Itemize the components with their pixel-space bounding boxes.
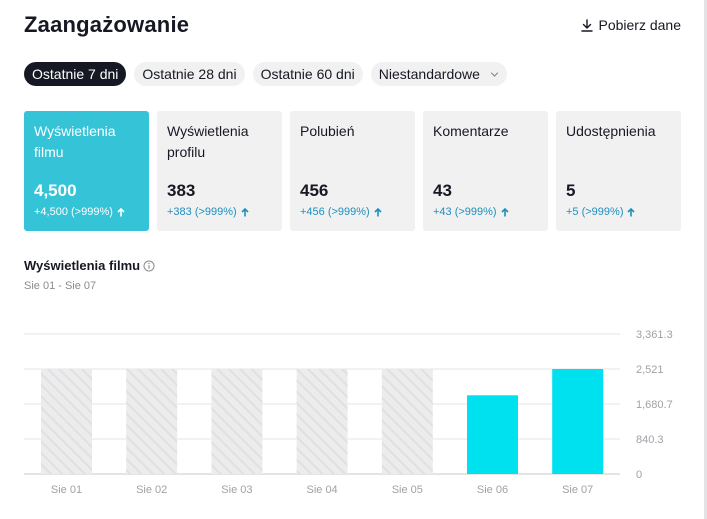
chart-title-text: Wyświetlenia filmu xyxy=(24,258,141,273)
chevron-down-icon xyxy=(490,71,499,77)
tab-label: Niestandardowe xyxy=(378,66,480,82)
card-label: Polubień xyxy=(300,123,355,139)
bar[interactable] xyxy=(552,368,604,474)
chart-title: Wyświetlenia filmu xyxy=(24,258,155,273)
x-tick-label: Sie 05 xyxy=(392,484,423,496)
card-change: +4,500 (>999%) xyxy=(34,206,125,218)
card-label: Udostępnienia xyxy=(566,123,656,139)
bar-placeholder xyxy=(41,368,92,474)
card-comments[interactable]: Komentarze 43 +43 (>999%) xyxy=(423,111,548,231)
bar-placeholder xyxy=(381,368,433,474)
x-tick-label: Sie 04 xyxy=(306,484,337,496)
card-change: +43 (>999%) xyxy=(433,206,509,218)
metric-cards: Wyświetlenia filmu 4,500 +4,500 (>999%) … xyxy=(24,111,681,231)
page-title: Zaangażowanie xyxy=(24,12,190,37)
card-likes[interactable]: Polubień 456 +456 (>999%) xyxy=(290,111,415,231)
bar[interactable] xyxy=(467,395,518,474)
card-change: +383 (>999%) xyxy=(167,206,249,218)
y-tick-label: 2,521 xyxy=(636,364,664,376)
video-views-bar-chart: 0 840.3 1,680.7 2,521 3,361.3 Sie 01 Sie 02 Sie… xyxy=(0,300,704,519)
info-icon[interactable] xyxy=(143,260,155,272)
card-value: 383 xyxy=(167,181,196,200)
card-change: +456 (>999%) xyxy=(300,206,382,218)
tab-last-60-days[interactable]: Ostatnie 60 dni xyxy=(252,62,363,86)
card-change-text: +4,500 (>999%) xyxy=(34,206,113,218)
x-tick-label: Sie 03 xyxy=(221,484,252,496)
x-tick-label: Sie 07 xyxy=(562,484,593,496)
download-label: Pobierz dane xyxy=(598,17,681,33)
y-tick-label: 840.3 xyxy=(636,434,664,446)
y-tick-label: 0 xyxy=(636,469,642,481)
tab-last-7-days[interactable]: Ostatnie 7 dni xyxy=(24,62,127,86)
arrow-up-icon xyxy=(501,207,509,216)
chart-svg: 0 840.3 1,680.7 2,521 3,361.3 Sie 01 Sie 02 Sie… xyxy=(24,329,673,496)
card-value: 5 xyxy=(566,181,576,200)
x-tick-label: Sie 06 xyxy=(477,484,508,496)
download-data-button[interactable]: Pobierz dane xyxy=(581,17,681,33)
card-value: 4,500 xyxy=(34,181,77,200)
right-panel-edge xyxy=(704,0,707,519)
arrow-up-icon xyxy=(374,207,382,216)
y-tick-label: 3,361.3 xyxy=(636,329,673,341)
card-change-text: +456 (>999%) xyxy=(300,206,370,218)
arrow-up-icon xyxy=(627,207,636,216)
bar-placeholder xyxy=(296,368,348,474)
card-label: Komentarze xyxy=(433,123,509,139)
card-value: 456 xyxy=(300,181,329,200)
bar-placeholder xyxy=(211,368,263,474)
bar-placeholder xyxy=(126,368,178,474)
card-change-text: +5 (>999%) xyxy=(566,206,624,218)
card-change: +5 (>999%) xyxy=(566,206,636,218)
tab-label: Ostatnie 7 dni xyxy=(32,66,119,82)
x-tick-label: Sie 01 xyxy=(51,484,82,496)
chart-date-range: Sie 01 - Sie 07 xyxy=(24,280,97,292)
tab-custom-dropdown[interactable]: Niestandardowe xyxy=(370,62,507,86)
x-tick-label: Sie 02 xyxy=(136,484,167,496)
card-label: Wyświetlenia filmu xyxy=(34,123,116,160)
tab-label: Ostatnie 60 dni xyxy=(260,66,355,82)
y-tick-label: 1,680.7 xyxy=(636,399,673,411)
card-shares[interactable]: Udostępnienia 5 +5 (>999%) xyxy=(556,111,681,231)
download-icon xyxy=(581,18,594,32)
card-change-text: +383 (>999%) xyxy=(167,206,237,218)
date-range-tabs: Ostatnie 7 dni Ostatnie 28 dni Ostatnie … xyxy=(24,62,507,86)
arrow-up-icon xyxy=(241,207,249,216)
card-video-views[interactable]: Wyświetlenia filmu 4,500 +4,500 (>999%) xyxy=(24,111,149,231)
card-value: 43 xyxy=(433,181,452,200)
arrow-up-icon xyxy=(117,207,125,216)
tab-label: Ostatnie 28 dni xyxy=(142,66,237,82)
card-label: Wyświetlenia profilu xyxy=(167,123,249,160)
card-change-text: +43 (>999%) xyxy=(433,206,497,218)
tab-last-28-days[interactable]: Ostatnie 28 dni xyxy=(134,62,245,86)
card-profile-views[interactable]: Wyświetlenia profilu 383 +383 (>999%) xyxy=(157,111,282,231)
